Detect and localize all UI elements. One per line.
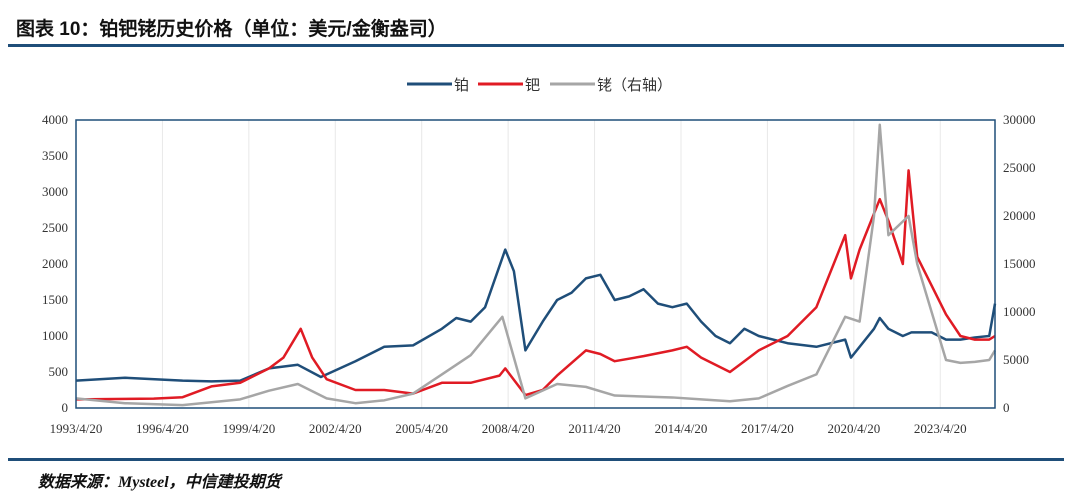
x-tick-label: 2017/4/20 <box>741 421 794 436</box>
y-right-tick-label: 5000 <box>1003 352 1029 367</box>
y-left-tick-label: 4000 <box>42 112 68 127</box>
chart-title: 图表 10：铂钯铑历史价格（单位：美元/金衡盎司） <box>16 19 447 40</box>
x-tick-label: 2011/4/20 <box>568 421 620 436</box>
y-left-tick-label: 2500 <box>42 220 68 235</box>
y-left-tick-label: 3500 <box>42 148 68 163</box>
legend-label: 铑（右轴） <box>597 77 672 94</box>
y-right-tick-label: 20000 <box>1003 208 1036 223</box>
y-right-tick-label: 15000 <box>1003 256 1036 271</box>
y-left-tick-label: 500 <box>49 364 69 379</box>
x-tick-label: 2014/4/20 <box>655 421 708 436</box>
x-tick-label: 1996/4/20 <box>136 421 189 436</box>
x-tick-label: 1993/4/20 <box>50 421 103 436</box>
x-tick-label: 2002/4/20 <box>309 421 362 436</box>
source-divider <box>8 458 1064 461</box>
legend-label: 钯 <box>525 77 540 94</box>
y-left-tick-label: 0 <box>62 400 69 415</box>
y-left-tick-label: 1000 <box>42 328 68 343</box>
source-note: 数据来源：Mysteel，中信建投期货 <box>38 474 281 491</box>
y-left-tick-label: 1500 <box>42 292 68 307</box>
y-right-tick-label: 10000 <box>1003 304 1036 319</box>
plot-frame <box>75 119 996 409</box>
y-right-tick-label: 30000 <box>1003 112 1036 127</box>
y-left-tick-label: 2000 <box>42 256 68 271</box>
x-tick-label: 2008/4/20 <box>482 421 535 436</box>
series-line-1 <box>75 169 996 401</box>
x-tick-label: 2005/4/20 <box>395 421 448 436</box>
chart: 铂 钯 铑（右轴） 1993/4/20 1996/4/20 1999/4/20 2002/… <box>42 77 1036 436</box>
series-line-0 <box>75 248 997 383</box>
series-line-2 <box>75 123 997 407</box>
y-right-tick-label: 25000 <box>1003 160 1036 175</box>
y-left-tick-label: 3000 <box>42 184 68 199</box>
x-tick-label: 2023/4/20 <box>914 421 967 436</box>
legend: 铂 钯 铑（右轴） <box>407 77 672 94</box>
legend-label: 铂 <box>454 77 469 94</box>
x-tick-label: 1999/4/20 <box>222 421 275 436</box>
y-right-tick-label: 0 <box>1003 400 1010 415</box>
x-tick-label: 2020/4/20 <box>827 421 880 436</box>
title-divider <box>8 44 1064 47</box>
